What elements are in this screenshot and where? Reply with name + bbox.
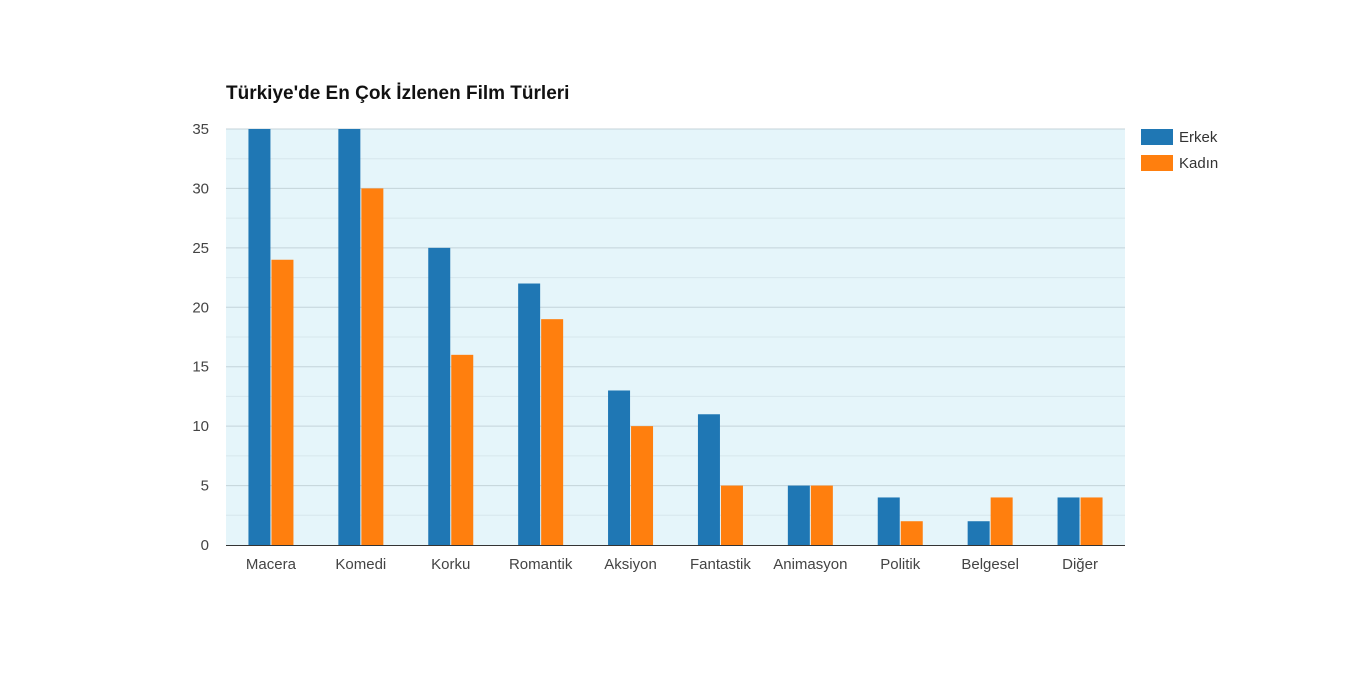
x-tick-label: Romantik [509, 556, 573, 573]
legend-label-erkek: Erkek [1179, 129, 1218, 146]
bar-kadın-romantik [541, 319, 564, 545]
bar-erkek-fantastik [697, 414, 720, 545]
x-tick-label: Komedi [335, 556, 386, 573]
x-tick-label: Animasyon [773, 556, 847, 573]
bars [248, 129, 1103, 545]
bar-kadın-macera [271, 259, 294, 545]
bar-erkek-animasyon [787, 485, 810, 545]
bar-erkek-macera [248, 129, 271, 545]
y-tick-label: 10 [192, 418, 209, 435]
bar-kadın-korku [451, 354, 474, 545]
bar-erkek-komedi [338, 129, 361, 545]
bar-erkek-korku [428, 247, 451, 545]
bar-erkek-diğer [1057, 497, 1080, 545]
chart-title: Türkiye'de En Çok İzlenen Film Türleri [226, 83, 569, 104]
x-tick-label: Diğer [1062, 556, 1098, 573]
y-tick-label: 0 [201, 537, 209, 554]
x-tick-label: Belgesel [961, 556, 1019, 573]
bar-erkek-aksiyon [608, 390, 631, 545]
x-tick-label: Korku [431, 556, 470, 573]
bar-kadın-komedi [361, 188, 384, 545]
legend-swatch-kadın [1141, 155, 1173, 171]
y-tick-label: 25 [192, 240, 209, 257]
x-tick-label: Politik [880, 556, 921, 573]
y-axis-tick-labels: 0 5 10 15 20 25 30 35 [192, 121, 209, 554]
y-tick-label: 35 [192, 121, 209, 138]
legend: Erkek Kadın [1141, 129, 1218, 172]
y-tick-label: 20 [192, 299, 209, 316]
legend-label-kadın: Kadın [1179, 155, 1218, 172]
bar-kadın-animasyon [810, 485, 833, 545]
bar-kadın-politik [900, 521, 923, 545]
legend-swatch-erkek [1141, 129, 1173, 145]
x-tick-label: Aksiyon [604, 556, 657, 573]
y-tick-label: 15 [192, 359, 209, 376]
bar-erkek-politik [877, 497, 900, 545]
bar-kadın-aksiyon [631, 426, 654, 545]
bar-kadın-belgesel [990, 497, 1013, 545]
x-axis-tick-labels: Macera Komedi Korku Romantik Aksiyon Fantasti… [246, 556, 1098, 573]
bar-erkek-belgesel [967, 521, 990, 545]
bar-kadın-diğer [1080, 497, 1103, 545]
bar-erkek-romantik [518, 283, 541, 545]
y-tick-label: 30 [192, 180, 209, 197]
x-tick-label: Macera [246, 556, 297, 573]
x-tick-label: Fantastik [690, 556, 751, 573]
y-tick-label: 5 [201, 478, 209, 495]
bar-kadın-fantastik [720, 485, 743, 545]
